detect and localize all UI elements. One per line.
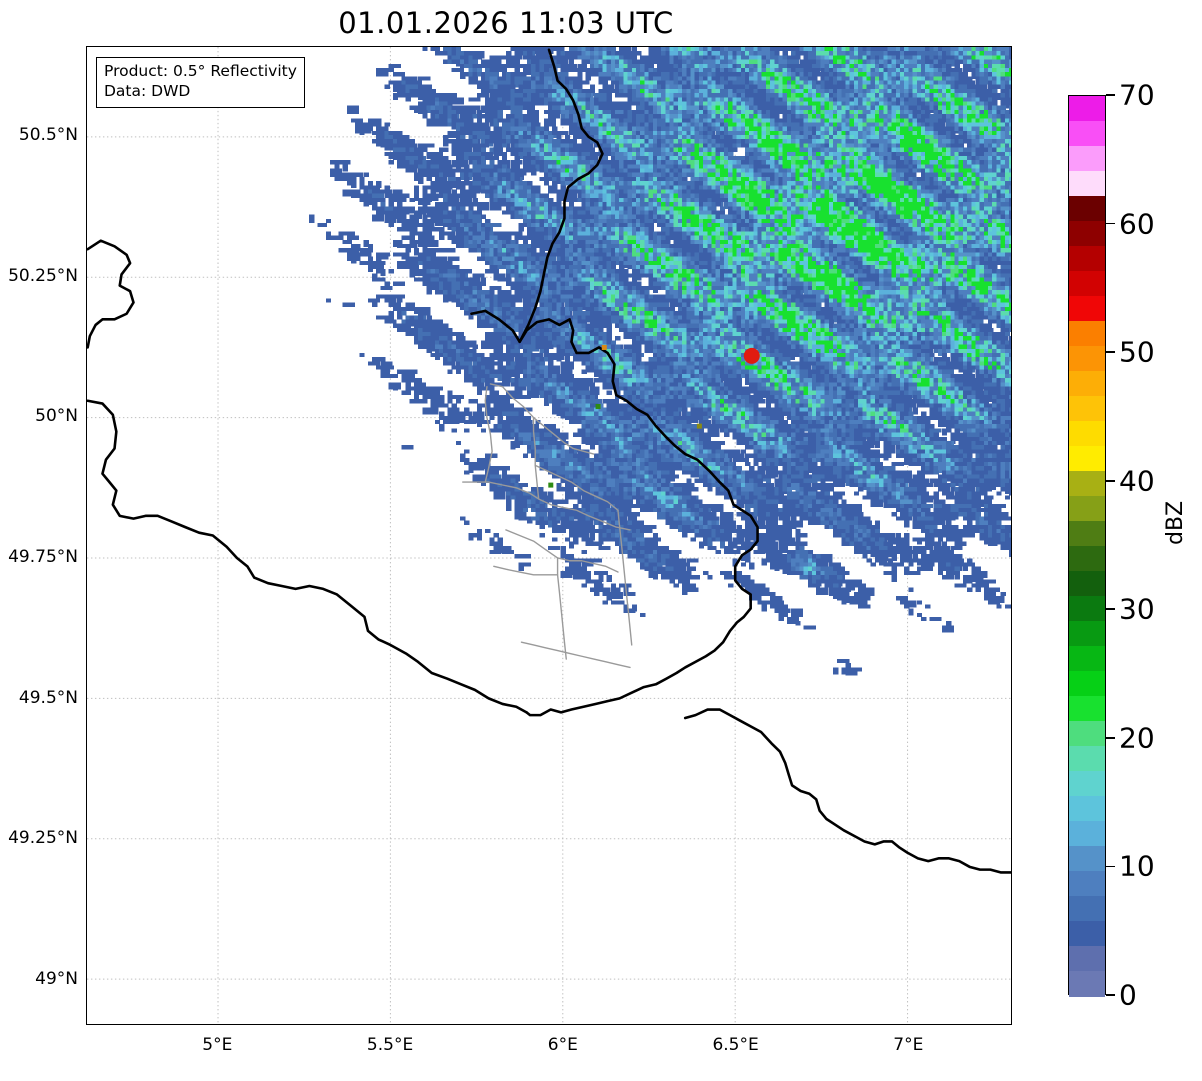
admin-canton-line-2 (532, 416, 540, 500)
city-marker (696, 423, 702, 429)
colorbar-ticks: 70 60 50 40 30 20 10 0 (1106, 79, 1202, 1012)
longitude-tick-label: 6.5°E (712, 1035, 759, 1055)
border-belgium-france-north (87, 239, 135, 349)
colorbar-tick-mark (1106, 737, 1115, 739)
colorbar-band (1069, 596, 1105, 622)
colorbar-band (1069, 196, 1105, 222)
colorbar-band (1069, 471, 1105, 497)
colorbar-band (1069, 246, 1105, 272)
colorbar-band (1069, 346, 1105, 372)
longitude-tick-label: 5°E (202, 1035, 233, 1055)
colorbar-band (1069, 821, 1105, 847)
longitude-axis: 5°E 5.5°E 6°E 6.5°E 7°E (86, 1035, 1012, 1063)
colorbar-band (1069, 521, 1105, 547)
colorbar-tick-mark (1106, 865, 1115, 868)
colorbar-band (1069, 746, 1105, 772)
colorbar-band (1069, 96, 1105, 122)
admin-canton-line-5 (505, 529, 619, 573)
admin-canton-line-8 (493, 565, 559, 576)
page-title: 01.01.2026 11:03 UTC (338, 6, 674, 40)
info-data-line: Data: DWD (104, 81, 191, 100)
colorbar-band (1069, 571, 1105, 597)
colorbar-band (1069, 446, 1105, 472)
admin-canton-line-3 (462, 481, 631, 531)
colorbar-band (1069, 321, 1105, 347)
admin-boundary-layer (462, 383, 633, 669)
colorbar-band (1069, 646, 1105, 672)
colorbar-band (1069, 146, 1105, 172)
colorbar-band (1069, 421, 1105, 447)
city-marker (548, 482, 554, 488)
colorbar-tick-mark (1106, 351, 1115, 353)
latitude-tick-label: 50.25°N (8, 265, 78, 286)
latitude-tick-label: 49°N (35, 968, 78, 989)
colorbar-band (1069, 396, 1105, 422)
colorbar-band (1069, 721, 1105, 747)
colorbar-band (1069, 796, 1105, 822)
product-info-box: Product: 0.5° Reflectivity Data: DWD (96, 57, 305, 108)
colorbar-band (1069, 921, 1105, 947)
country-border-layer (87, 48, 1011, 874)
longitude-tick-label: 6°E (547, 1035, 578, 1055)
colorbar-tick-label: 50 (1119, 335, 1155, 369)
colorbar-band (1069, 121, 1105, 147)
colorbar-band (1069, 846, 1105, 872)
admin-canton-line-10 (484, 386, 493, 483)
colorbar-tick-mark (1106, 608, 1115, 611)
info-product-line: Product: 0.5° Reflectivity (104, 62, 297, 80)
colorbar-band (1069, 296, 1105, 322)
border-belgium-france-west (87, 399, 528, 714)
latitude-tick-label: 49.25°N (8, 828, 78, 849)
border-luxembourg (470, 309, 759, 717)
colorbar-band (1069, 221, 1105, 247)
latitude-tick-label: 50°N (35, 406, 78, 427)
radar-echo-layer (309, 47, 1011, 676)
radar-plot-svg (87, 47, 1011, 1024)
colorbar-band (1069, 971, 1105, 997)
colorbar-band (1069, 371, 1105, 397)
colorbar-tick-mark (1106, 994, 1115, 996)
admin-canton-line-4 (534, 464, 619, 511)
radar-plot-area[interactable] (86, 46, 1012, 1025)
marker-layer (548, 344, 760, 488)
admin-canton-line-1 (489, 383, 595, 455)
colorbar-tick-mark (1106, 94, 1115, 96)
colorbar-tick-mark (1106, 222, 1115, 225)
colorbar-band (1069, 696, 1105, 722)
colorbar-tick-label: 10 (1119, 849, 1155, 883)
colorbar-band (1069, 171, 1105, 197)
city-marker (601, 344, 607, 350)
colorbar-band (1069, 896, 1105, 922)
latitude-axis: 50.5°N 50.25°N 50°N 49.75°N 49.5°N 49.25°N 49°… (0, 46, 86, 1025)
latitude-tick-label: 49.5°N (18, 687, 78, 708)
colorbar-band (1069, 546, 1105, 572)
colorbar-tick-label: 0 (1119, 978, 1137, 1012)
border-france-germany (683, 708, 1011, 874)
radar-site-marker[interactable] (743, 347, 760, 364)
colorbar-band (1069, 496, 1105, 522)
colorbar-band (1069, 946, 1105, 972)
city-marker (595, 403, 601, 409)
colorbar-tick-label: 20 (1119, 721, 1155, 755)
latitude-tick-label: 49.75°N (8, 547, 78, 567)
latitude-tick-label: 50.5°N (18, 125, 78, 146)
colorbar-band (1069, 621, 1105, 647)
colorbar-band (1069, 871, 1105, 897)
colorbar-band (1069, 771, 1105, 797)
colorbar-tick-label: 70 (1119, 78, 1155, 112)
admin-canton-line-9 (520, 641, 631, 669)
colorbar-tick-mark (1106, 479, 1115, 482)
longitude-tick-label: 5.5°E (366, 1035, 414, 1055)
colorbar-tick-label: 30 (1119, 592, 1155, 626)
colorbar-band (1069, 671, 1105, 697)
longitude-tick-label: 7°E (893, 1035, 924, 1055)
colorbar-tick-label: 60 (1119, 207, 1155, 241)
admin-canton-line-7 (617, 509, 633, 646)
colorbar-title: dBZ (1163, 500, 1188, 545)
colorbar-band (1069, 271, 1105, 297)
border-belgium-germany (518, 48, 604, 344)
colorbar-tick-label: 40 (1119, 464, 1155, 498)
colorbar[interactable] (1068, 95, 1106, 997)
